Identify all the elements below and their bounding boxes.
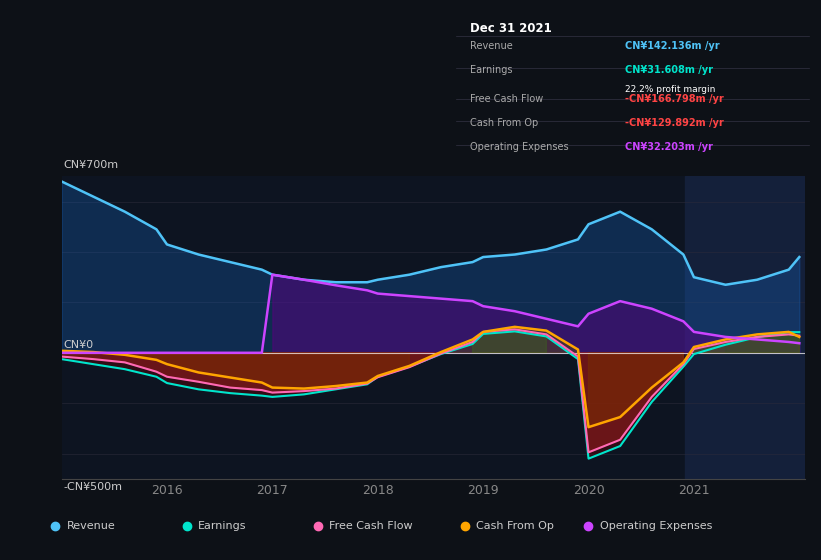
Text: 22.2% profit margin: 22.2% profit margin [625, 86, 715, 95]
Text: Earnings: Earnings [199, 521, 247, 531]
Text: -CN¥166.798m /yr: -CN¥166.798m /yr [625, 94, 724, 104]
Text: Revenue: Revenue [470, 41, 512, 51]
Text: CN¥31.608m /yr: CN¥31.608m /yr [625, 64, 713, 74]
Text: Free Cash Flow: Free Cash Flow [470, 94, 543, 104]
Text: Free Cash Flow: Free Cash Flow [329, 521, 413, 531]
Text: Cash From Op: Cash From Op [476, 521, 554, 531]
Text: CN¥0: CN¥0 [63, 340, 94, 350]
Text: CN¥142.136m /yr: CN¥142.136m /yr [625, 41, 720, 51]
Text: Operating Expenses: Operating Expenses [470, 142, 568, 152]
Text: Dec 31 2021: Dec 31 2021 [470, 22, 552, 35]
Text: CN¥32.203m /yr: CN¥32.203m /yr [625, 142, 713, 152]
Text: Revenue: Revenue [67, 521, 116, 531]
Bar [686, 176, 805, 479]
Text: Operating Expenses: Operating Expenses [599, 521, 712, 531]
Text: Cash From Op: Cash From Op [470, 118, 538, 128]
Text: CN¥700m: CN¥700m [63, 160, 118, 170]
Text: -CN¥500m: -CN¥500m [63, 482, 122, 492]
Text: -CN¥129.892m /yr: -CN¥129.892m /yr [625, 118, 724, 128]
Text: Earnings: Earnings [470, 64, 512, 74]
